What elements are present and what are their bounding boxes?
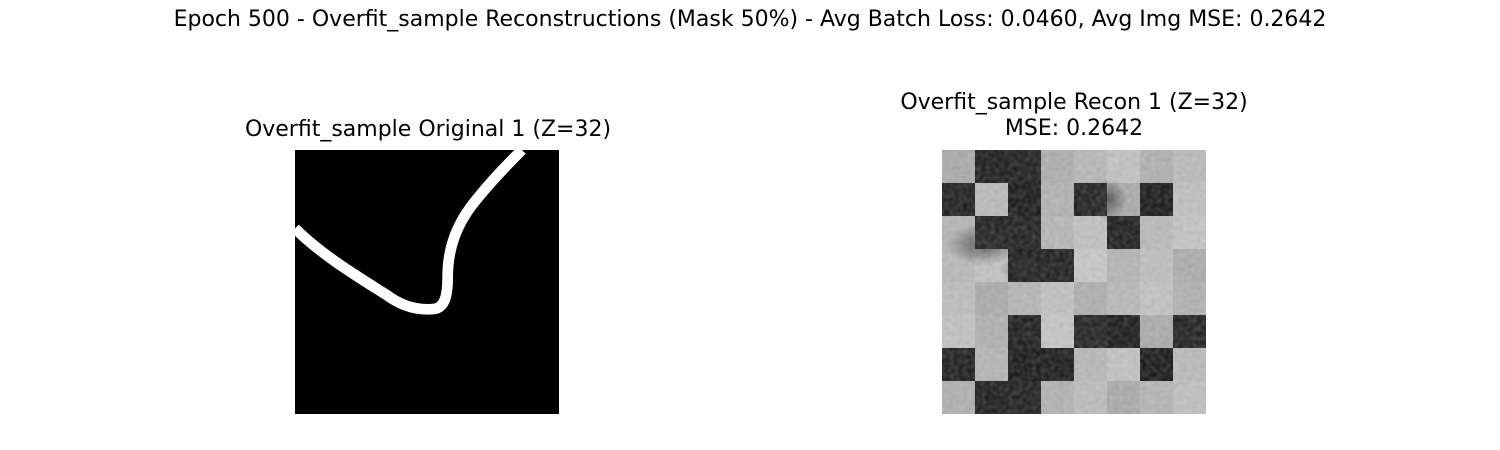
recon-title-line: Overfit_sample Recon 1 (Z=32) <box>900 90 1248 115</box>
reconstructed-image <box>942 150 1206 414</box>
pen-stroke <box>295 150 526 315</box>
original-title-line: Overfit_sample Original 1 (Z=32) <box>244 117 612 142</box>
recon-image-title: Overfit_sample Recon 1 (Z=32) MSE: 0.264… <box>824 90 1324 142</box>
figure-title: Epoch 500 - Overfit_sample Reconstructio… <box>173 7 1327 32</box>
original-image <box>295 150 559 414</box>
original-background <box>295 150 559 414</box>
original-image-title: Overfit_sample Original 1 (Z=32) <box>178 117 678 143</box>
recon-noise <box>942 150 1206 414</box>
recon-mse-line: MSE: 0.2642 <box>1004 116 1144 141</box>
